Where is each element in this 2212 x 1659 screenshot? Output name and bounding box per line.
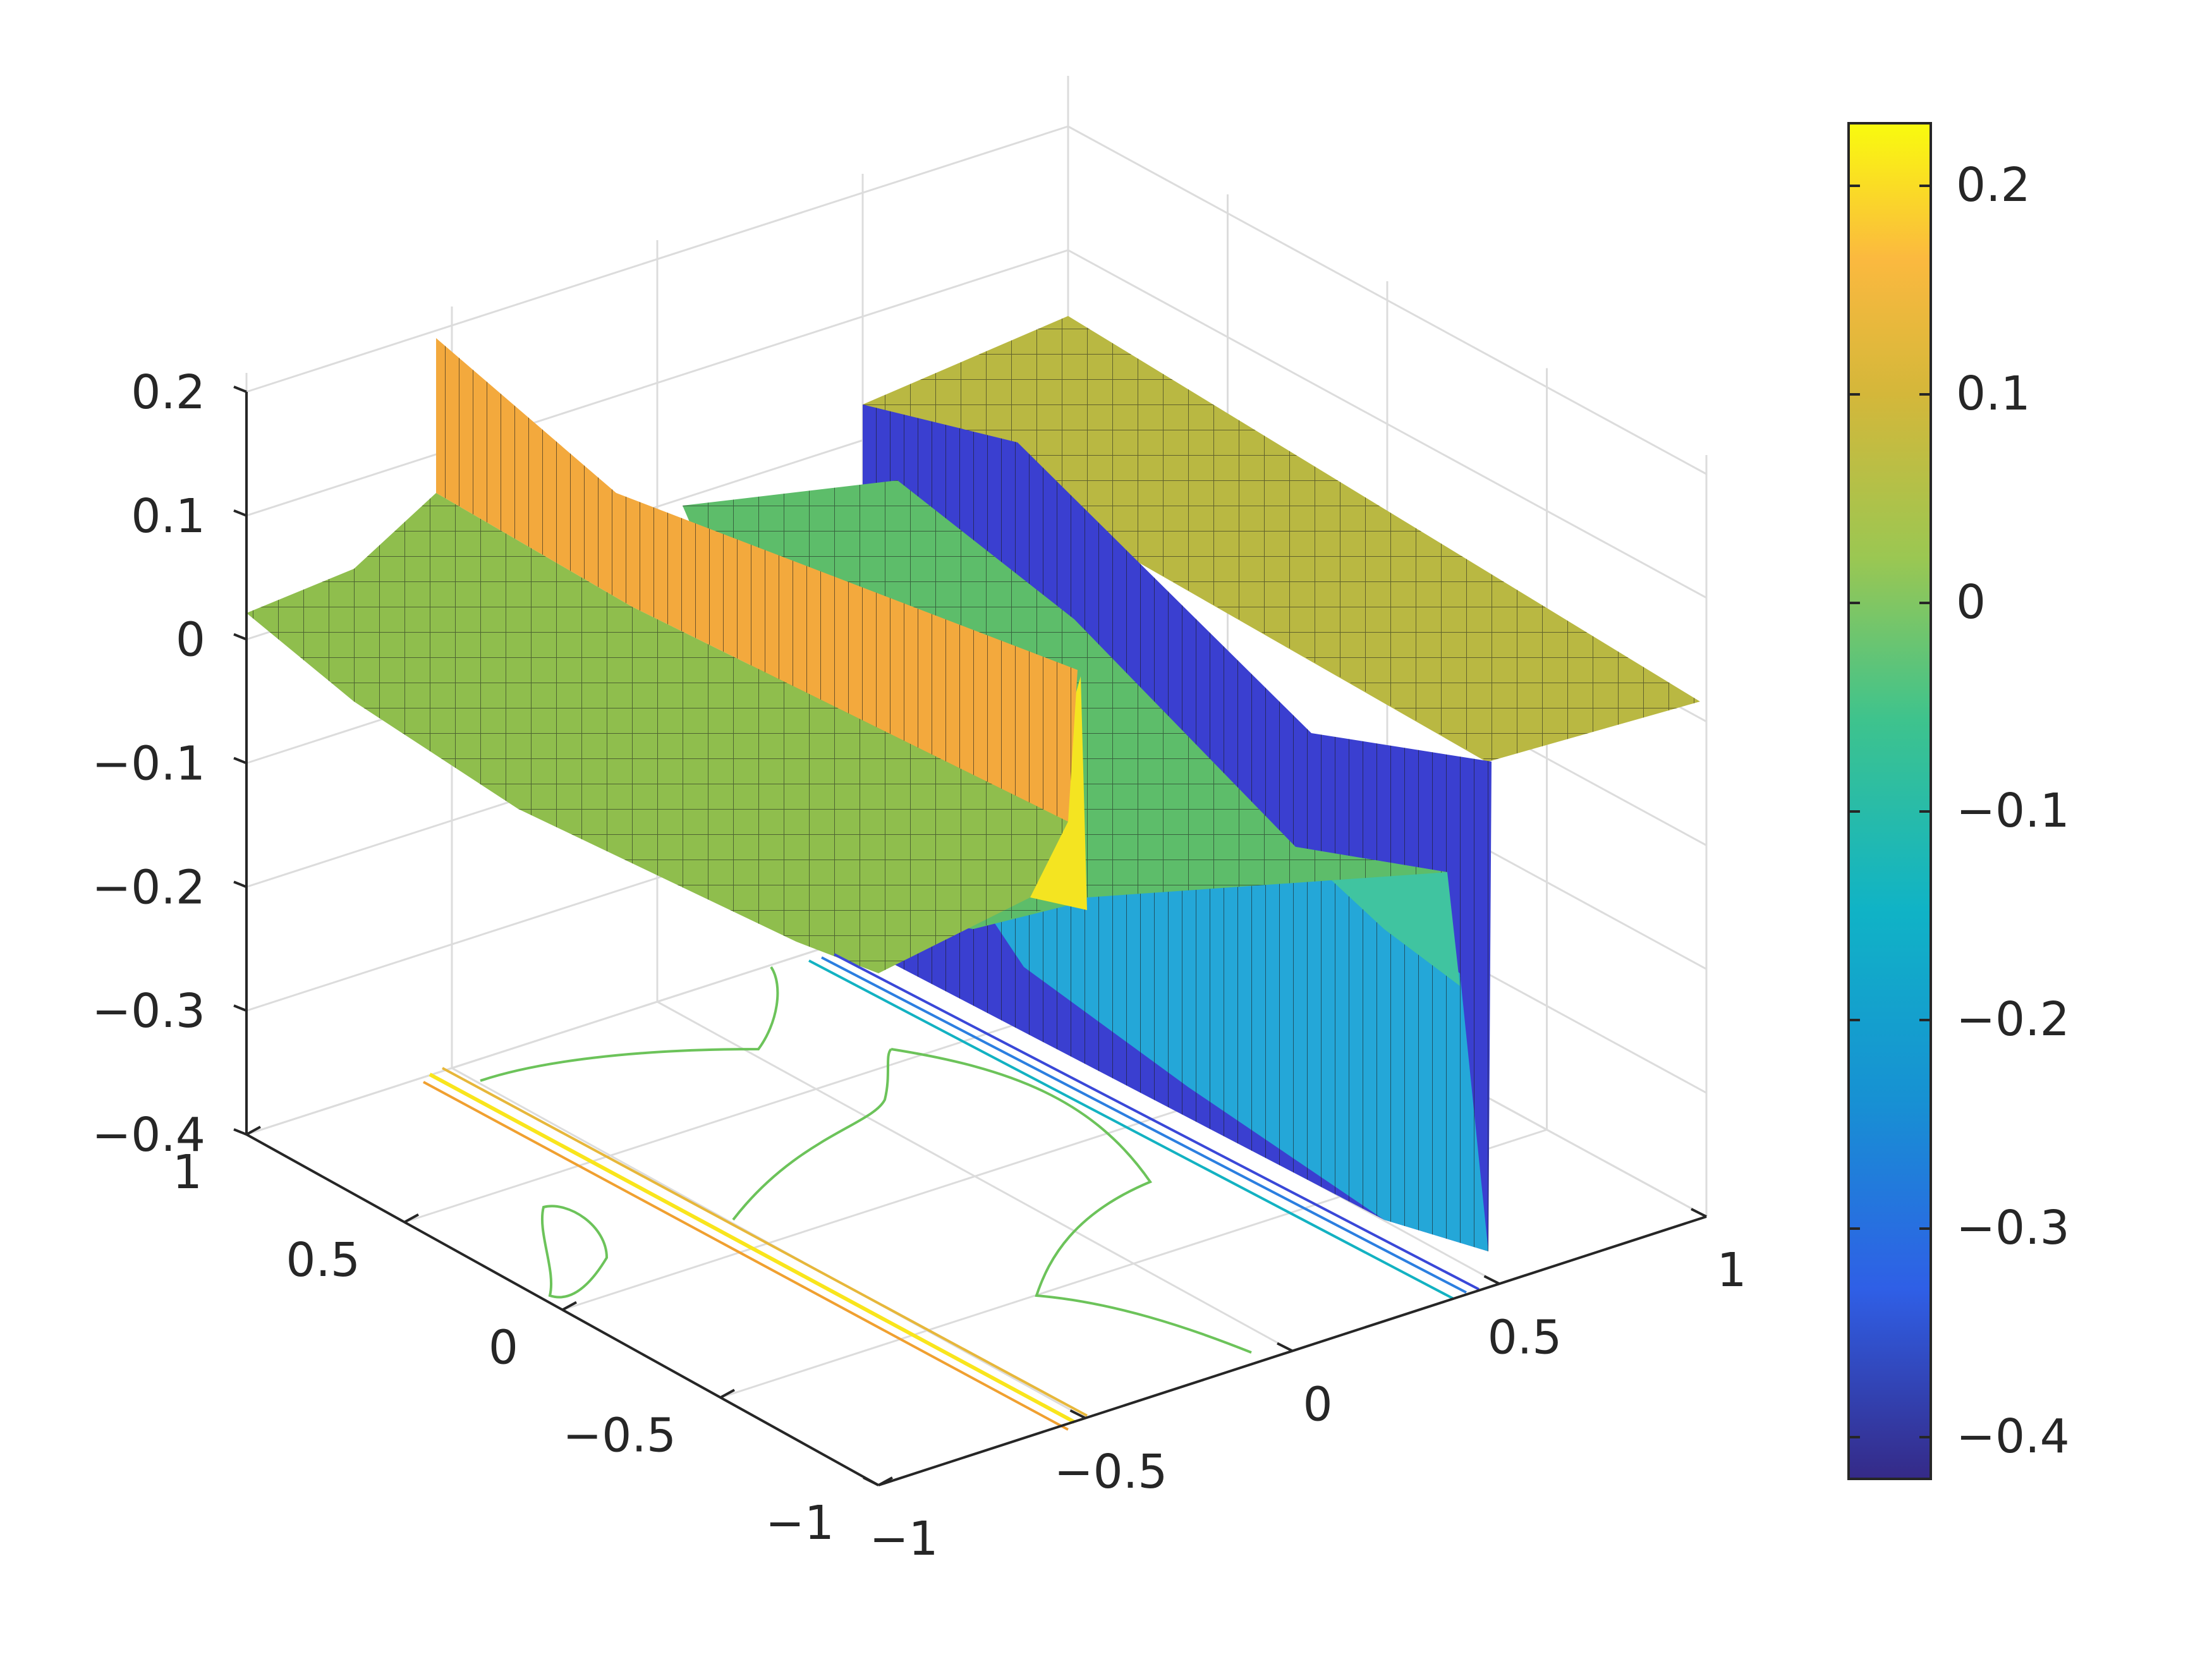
x-tick-mark [1483,1275,1500,1285]
colorbar-gradient [1847,122,1932,1480]
z-tick-label: −0.2 [92,860,205,915]
colorbar: 0.2 0.1 0 −0.1 −0.2 −0.3 −0.4 [1847,122,2070,1480]
z-tick-mark [233,386,247,393]
colorbar-tick-label: 0.2 [1956,158,2031,212]
contour-green-1 [480,966,779,1082]
z-tick-label: 0 [176,613,205,667]
z-tick-label: −0.4 [92,1108,205,1162]
grid-line-z-left [246,125,1069,393]
contour-cyan [808,959,1454,1300]
x-tick-mark [863,1476,879,1486]
z-tick-mark [233,880,247,889]
colorbar-tick-label: 0 [1956,575,1986,629]
contour-green-island [540,1205,609,1299]
y-tick-label: −0.5 [562,1408,676,1462]
contour-yellow [428,1073,1076,1424]
z-tick-mark [233,509,247,517]
axes [233,386,1707,1486]
y-tick-mark [562,1301,577,1311]
colorbar-tick-label: 0.1 [1956,367,2031,421]
z-tick-label: 0.2 [131,365,205,420]
y-tick-mark [720,1389,735,1399]
z-tick-mark [233,1004,247,1012]
z-tick-label: −0.1 [92,737,205,791]
contour-orange [423,1081,1069,1431]
x-tick-label: 0.5 [1488,1310,1562,1364]
z-tick-mark [233,633,247,641]
y-tick-mark [404,1213,419,1224]
y-tick-mark [246,1126,261,1136]
grid-line-z-right [1067,125,1707,475]
x-tick-mark [1277,1342,1293,1352]
colorbar-tick-label: −0.2 [1956,992,2070,1047]
contour-blue-1 [834,953,1480,1291]
tick-labels: −1 −0.5 0 0.5 1 −1 −0.5 0 0.5 1 0.2 0.1 0 −0.1 −0.2 −0.… [92,365,1746,1566]
x-tick-label: 0 [1303,1378,1332,1432]
x-tick-mark [1069,1409,1086,1419]
y-tick-label: −1 [765,1496,834,1550]
colorbar-tick-label: −0.1 [1956,784,2070,838]
x-tick-label: −0.5 [1054,1445,1168,1499]
z-tick-mark [233,1128,247,1136]
y-tick-label: 1 [173,1145,202,1200]
contour-green-3 [732,1048,892,1221]
z-tick-label: 0.1 [131,489,205,544]
contour-green-2 [890,1048,1252,1354]
x-tick-label: −1 [869,1512,938,1566]
contour-orange-2 [442,1067,1088,1417]
colorbar-tick-label: −0.3 [1956,1201,2070,1255]
z-tick-mark [233,757,247,765]
z-tick-label: −0.3 [92,984,205,1038]
surface-mesh [246,316,1700,1251]
x-tick-label: 1 [1717,1243,1746,1297]
floor-contours [423,953,1480,1431]
grid-line-z-right [1067,249,1707,599]
grid-line-z-left [246,249,1069,517]
colorbar-ticks: 0.2 0.1 0 −0.1 −0.2 −0.3 −0.4 [1849,158,2070,1464]
contour-blue-2 [821,956,1467,1294]
y-tick-label: 0.5 [286,1233,360,1287]
x-tick-mark [1691,1208,1707,1218]
colorbar-tick-label: −0.4 [1956,1409,2070,1464]
y-tick-mark [878,1476,893,1486]
y-tick-label: 0 [489,1321,518,1375]
